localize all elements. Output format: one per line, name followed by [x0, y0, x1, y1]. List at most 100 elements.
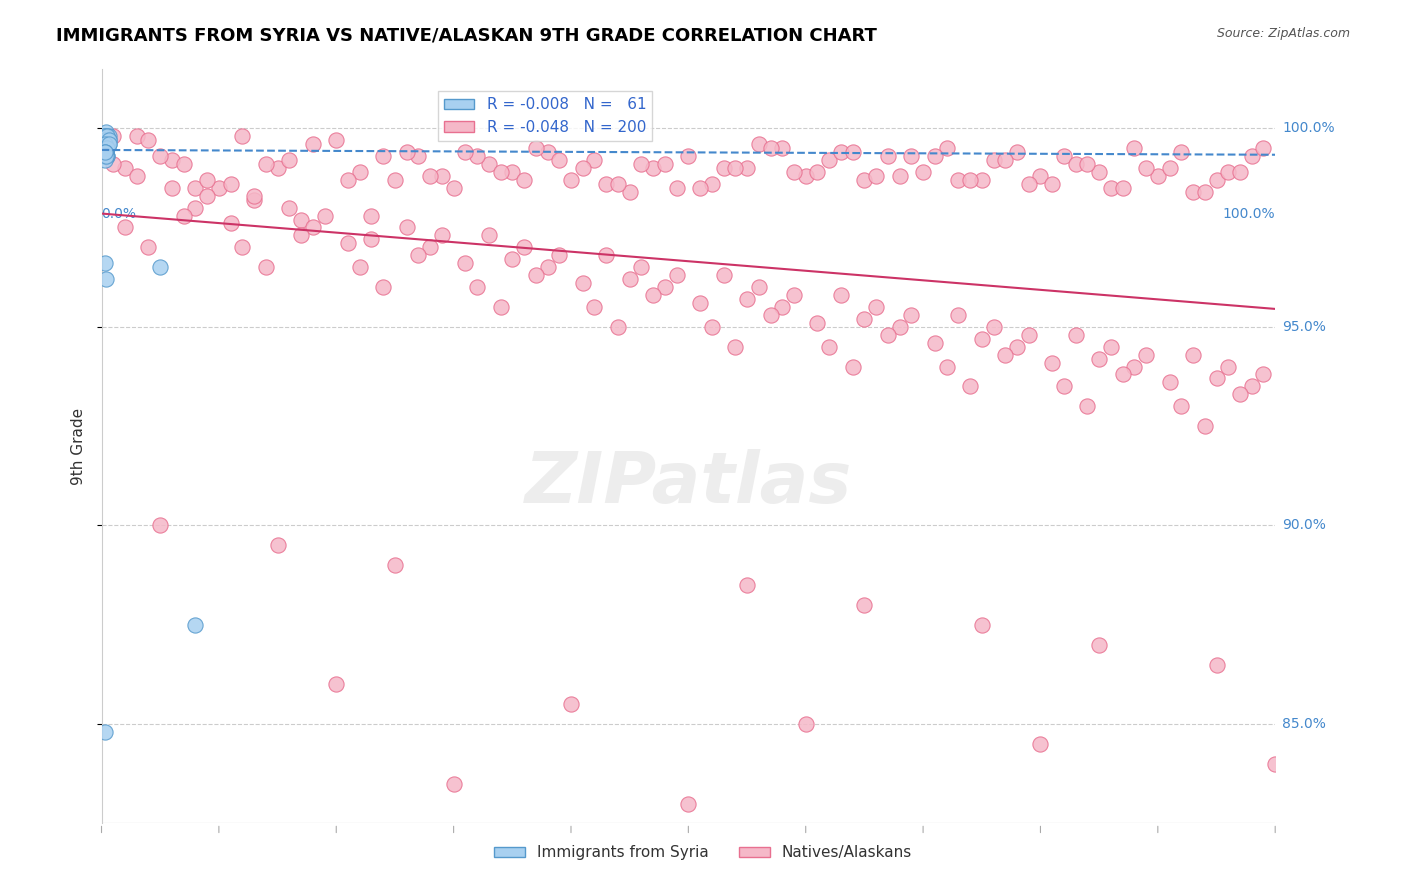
Point: [830, 145, 852, 159]
Text: 90.0%: 90.0%: [1282, 518, 1326, 533]
Point: [93, 129, 115, 144]
Point: [278, 201, 301, 215]
Point: [395, 145, 418, 159]
Point: [1111, 180, 1133, 194]
Point: [96, 145, 118, 159]
Point: [149, 518, 172, 533]
Point: [619, 272, 641, 286]
Point: [94, 133, 117, 147]
Text: IMMIGRANTS FROM SYRIA VS NATIVE/ALASKAN 9TH GRADE CORRELATION CHART: IMMIGRANTS FROM SYRIA VS NATIVE/ALASKAN …: [56, 27, 877, 45]
Point: [1135, 348, 1157, 362]
Point: [301, 220, 323, 235]
Point: [548, 248, 571, 262]
Point: [337, 173, 360, 187]
Point: [278, 153, 301, 167]
Point: [536, 260, 558, 275]
Text: Source: ZipAtlas.com: Source: ZipAtlas.com: [1216, 27, 1350, 40]
Point: [1018, 327, 1040, 342]
Point: [1064, 157, 1087, 171]
Text: 100.0%: 100.0%: [1223, 207, 1275, 220]
Point: [748, 280, 770, 294]
Point: [96, 133, 118, 147]
Point: [96, 125, 118, 139]
Text: 95.0%: 95.0%: [1282, 320, 1326, 334]
Point: [96, 141, 118, 155]
Point: [1205, 173, 1227, 187]
Point: [900, 308, 922, 322]
Point: [794, 169, 817, 183]
Point: [630, 260, 652, 275]
Point: [195, 173, 218, 187]
Point: [994, 153, 1017, 167]
Point: [96, 141, 118, 155]
Point: [96, 133, 118, 147]
Point: [290, 212, 312, 227]
Legend: Immigrants from Syria, Natives/Alaskans: Immigrants from Syria, Natives/Alaskans: [488, 839, 918, 866]
Point: [97, 129, 120, 144]
Point: [114, 220, 136, 235]
Point: [948, 308, 970, 322]
Point: [94, 149, 117, 163]
Point: [254, 157, 277, 171]
Point: [94, 145, 117, 159]
Point: [96, 141, 118, 155]
Point: [665, 268, 688, 282]
Point: [96, 145, 118, 159]
Point: [1240, 379, 1263, 393]
Point: [759, 308, 782, 322]
Point: [935, 141, 957, 155]
Point: [689, 296, 711, 310]
Point: [184, 201, 207, 215]
Point: [643, 161, 665, 175]
Point: [689, 180, 711, 194]
Point: [96, 145, 118, 159]
Point: [536, 145, 558, 159]
Point: [841, 359, 863, 374]
Point: [548, 153, 571, 167]
Point: [1182, 348, 1205, 362]
Point: [325, 133, 347, 147]
Point: [301, 136, 323, 151]
Point: [1229, 387, 1251, 401]
Point: [465, 149, 488, 163]
Point: [865, 169, 887, 183]
Point: [408, 149, 430, 163]
Point: [1218, 359, 1240, 374]
Point: [96, 145, 118, 159]
Point: [524, 268, 547, 282]
Point: [138, 240, 160, 254]
Point: [876, 327, 898, 342]
Point: [865, 300, 887, 314]
Point: [1194, 185, 1216, 199]
Point: [96, 129, 118, 144]
Point: [384, 173, 406, 187]
Point: [770, 300, 793, 314]
Point: [678, 149, 700, 163]
Point: [96, 133, 118, 147]
Point: [606, 177, 628, 191]
Point: [454, 145, 477, 159]
Point: [513, 240, 536, 254]
Point: [96, 149, 118, 163]
Point: [96, 129, 118, 144]
Point: [724, 340, 747, 354]
Point: [443, 180, 465, 194]
Point: [571, 276, 593, 290]
Point: [524, 141, 547, 155]
Point: [853, 173, 876, 187]
Point: [373, 280, 395, 294]
Point: [830, 288, 852, 302]
Text: ZIPatlas: ZIPatlas: [524, 450, 852, 518]
Point: [853, 311, 876, 326]
Point: [970, 332, 993, 346]
Point: [759, 141, 782, 155]
Point: [665, 180, 688, 194]
Point: [654, 157, 676, 171]
Point: [1146, 169, 1168, 183]
Point: [184, 617, 207, 632]
Point: [560, 173, 582, 187]
Point: [94, 141, 117, 155]
Point: [93, 141, 115, 155]
Point: [103, 157, 125, 171]
Point: [430, 169, 453, 183]
